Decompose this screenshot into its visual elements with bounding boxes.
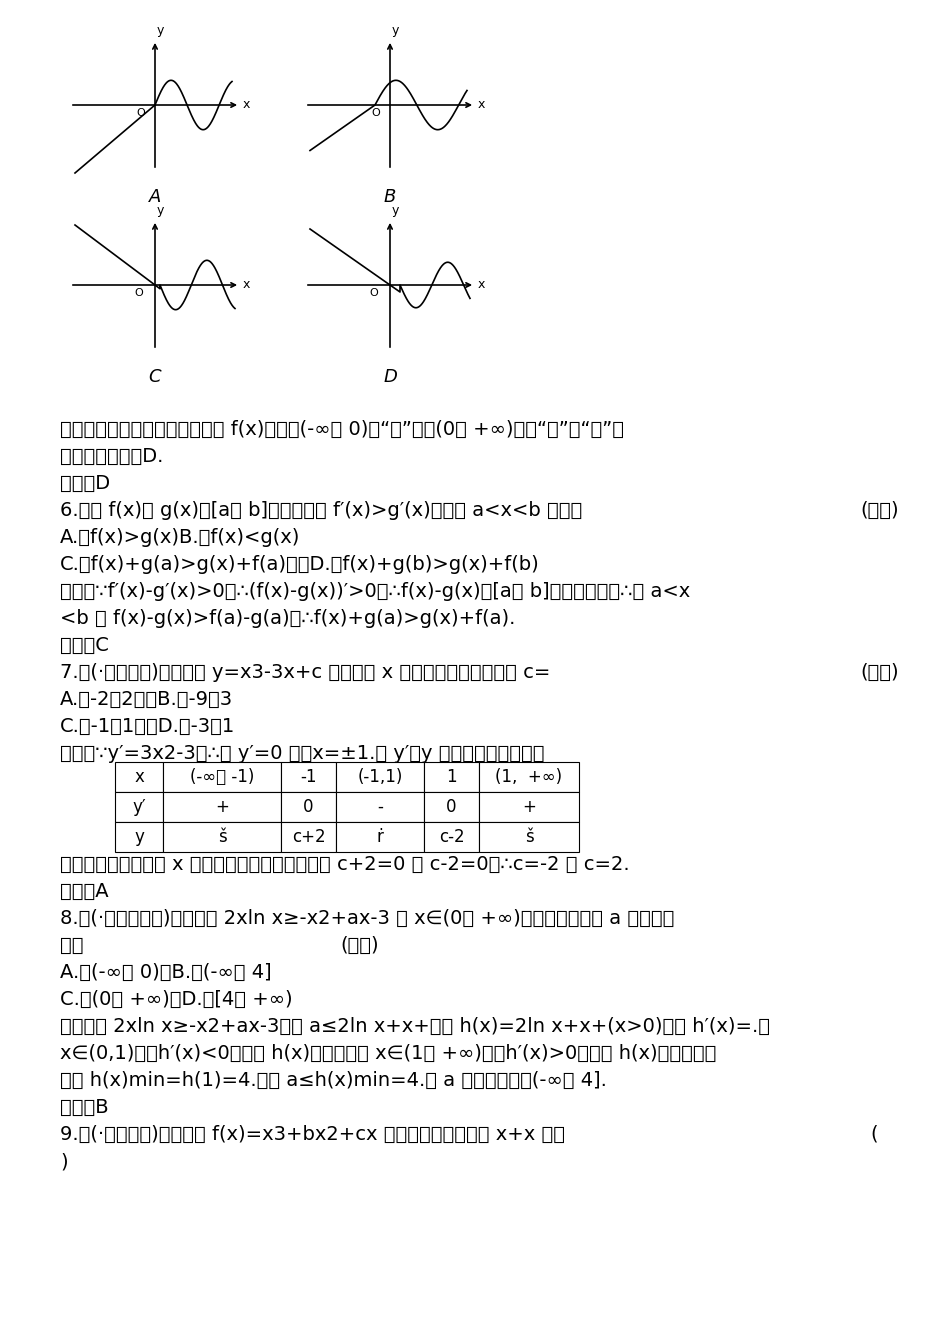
Text: O: O [136,108,145,118]
Text: y: y [157,24,164,38]
Text: A.　(-∞， 0)　B.　(-∞， 4]: A. (-∞， 0) B. (-∞， 4] [60,964,272,982]
Text: ): ) [60,1152,67,1171]
Text: -1: -1 [300,767,316,786]
Text: y: y [157,204,164,216]
Text: +: + [215,798,229,816]
Bar [336,762,424,792]
Text: 解析　由导数的图象可得原函数 f(x)图象在(-∞， 0)上“减”，在(0， +∞)上先“增”后“减”，: 解析 由导数的图象可得原函数 f(x)图象在(-∞， 0)上“减”，在(0， +… [60,419,624,439]
Text: C.　f(x)+g(a)>g(x)+f(a)　　D.　f(x)+g(b)>g(x)+f(b): C. f(x)+g(a)>g(x)+f(a) D. f(x)+g(b)>g(x)… [60,555,540,574]
Bar [281,762,336,792]
Bar [336,792,424,823]
Text: (　　): ( ) [860,663,899,681]
Text: 所以 h(x)min=h(1)=4.所以 a≤h(x)min=4.故 a 的取値范围是(-∞， 4].: 所以 h(x)min=h(1)=4.所以 a≤h(x)min=4.故 a 的取値… [60,1071,607,1090]
Text: A.　-2或2　　B.　-9或3: A. -2或2 B. -9或3 [60,689,233,710]
Bar [163,823,281,852]
Text: š: š [524,828,533,845]
Text: 因此，当函数图象与 x 轴恰有两个公共点时，必有 c+2=0 或 c-2=0，∴c=-2 或 c=2.: 因此，当函数图象与 x 轴恰有两个公共点时，必有 c+2=0 或 c-2=0，∴… [60,855,630,874]
Bar [424,823,479,852]
Text: (　　): ( ) [860,501,899,520]
Text: x: x [243,98,251,112]
Text: (-1,1): (-1,1) [357,767,403,786]
Text: x: x [134,767,144,786]
Text: <b 时 f(x)-g(x)>f(a)-g(a)，∴f(x)+g(a)>g(x)+f(a).: <b 时 f(x)-g(x)>f(a)-g(a)，∴f(x)+g(a)>g(x)… [60,609,515,628]
Text: 答案　B: 答案 B [60,1098,108,1117]
Text: x: x [478,278,485,292]
Text: y: y [392,204,399,216]
Text: 7.　(·湛江模拟)已知函数 y=x3-3x+c 的图象与 x 轴恰有两个公共点，则 c=: 7. (·湛江模拟)已知函数 y=x3-3x+c 的图象与 x 轴恰有两个公共点… [60,663,550,681]
Text: 解析　∵f′(x)-g′(x)>0，∴(f(x)-g(x))′>0，∴f(x)-g(x)在[a， b]上是增函数，∴当 a<x: 解析 ∵f′(x)-g′(x)>0，∴(f(x)-g(x))′>0，∴f(x)-… [60,582,691,601]
Text: 解析　∵y′=3x2-3，∴当 y′=0 时，x=±1.则 y′、y 的变化情况如下表：: 解析 ∵y′=3x2-3，∴当 y′=0 时，x=±1.则 y′、y 的变化情况… [60,745,544,763]
Text: -: - [377,798,383,816]
Text: x: x [243,278,251,292]
Bar [479,792,579,823]
Text: 6.　设 f(x)， g(x)在[a， b]上可导，且 f′(x)>g′(x)，则当 a<x<b 时，有: 6. 设 f(x)， g(x)在[a， b]上可导，且 f′(x)>g′(x)，… [60,501,582,520]
Bar [424,762,479,792]
Text: (: ( [870,1125,878,1144]
Text: B: B [384,188,396,206]
Text: 0: 0 [303,798,314,816]
Text: +: + [522,798,536,816]
Text: C.　-1或1　　D.　-3或1: C. -1或1 D. -3或1 [60,716,236,737]
Text: y: y [134,828,144,845]
Text: 答案　A: 答案 A [60,882,108,900]
Text: š: š [218,828,226,845]
Text: c-2: c-2 [439,828,465,845]
Bar [163,792,281,823]
Bar [115,792,163,823]
Text: (　　): ( ) [340,935,379,956]
Text: x: x [478,98,485,112]
Bar [336,823,424,852]
Text: 围是: 围是 [60,935,84,956]
Bar [115,823,163,852]
Text: (-∞， -1): (-∞， -1) [190,767,255,786]
Text: C: C [149,368,162,386]
Bar [281,792,336,823]
Text: A.　f(x)>g(x)B.　f(x)<g(x): A. f(x)>g(x)B. f(x)<g(x) [60,528,300,547]
Bar [479,823,579,852]
Text: D: D [383,368,397,386]
Bar [424,792,479,823]
Text: y′: y′ [132,798,145,816]
Text: (1,  +∞): (1, +∞) [496,767,562,786]
Text: ṙ: ṙ [376,828,384,845]
Text: O: O [134,288,143,298]
Bar [281,823,336,852]
Text: 8.　(·石家庄模拟)若不等式 2xln x≥-x2+ax-3 对 x∈(0， +∞)恒成立，则实数 a 的取値范: 8. (·石家庄模拟)若不等式 2xln x≥-x2+ax-3 对 x∈(0， … [60,909,674,927]
Text: 答案　C: 答案 C [60,636,109,655]
Text: C.　(0， +∞)　D.　[4， +∞): C. (0， +∞) D. [4， +∞) [60,991,293,1009]
Text: x∈(0,1)时，h′(x)<0，函数 h(x)单调递减； x∈(1， +∞)时，h′(x)>0，函数 h(x)单调递增，: x∈(0,1)时，h′(x)<0，函数 h(x)单调递减； x∈(1， +∞)时… [60,1044,716,1063]
Text: y: y [392,24,399,38]
Text: O: O [370,288,378,298]
Text: 答案　D: 答案 D [60,474,110,493]
Bar [163,762,281,792]
Text: 0: 0 [446,798,457,816]
Text: 9.　(·青岛一模)已知函数 f(x)=x3+bx2+cx 的图象如图所示，则 x+x 等于: 9. (·青岛一模)已知函数 f(x)=x3+bx2+cx 的图象如图所示，则 … [60,1125,565,1144]
Text: c+2: c+2 [292,828,325,845]
Bar [479,762,579,792]
Bar [115,762,163,792]
Text: A: A [149,188,162,206]
Text: 与之相符的只有D.: 与之相符的只有D. [60,448,163,466]
Text: 解析　　 2xln x≥-x2+ax-3，则 a≤2ln x+x+，设 h(x)=2ln x+x+(x>0)，则 h′(x)=.当: 解析 2xln x≥-x2+ax-3，则 a≤2ln x+x+，设 h(x)=2… [60,1017,770,1036]
Text: O: O [371,108,380,118]
Text: 1: 1 [446,767,457,786]
